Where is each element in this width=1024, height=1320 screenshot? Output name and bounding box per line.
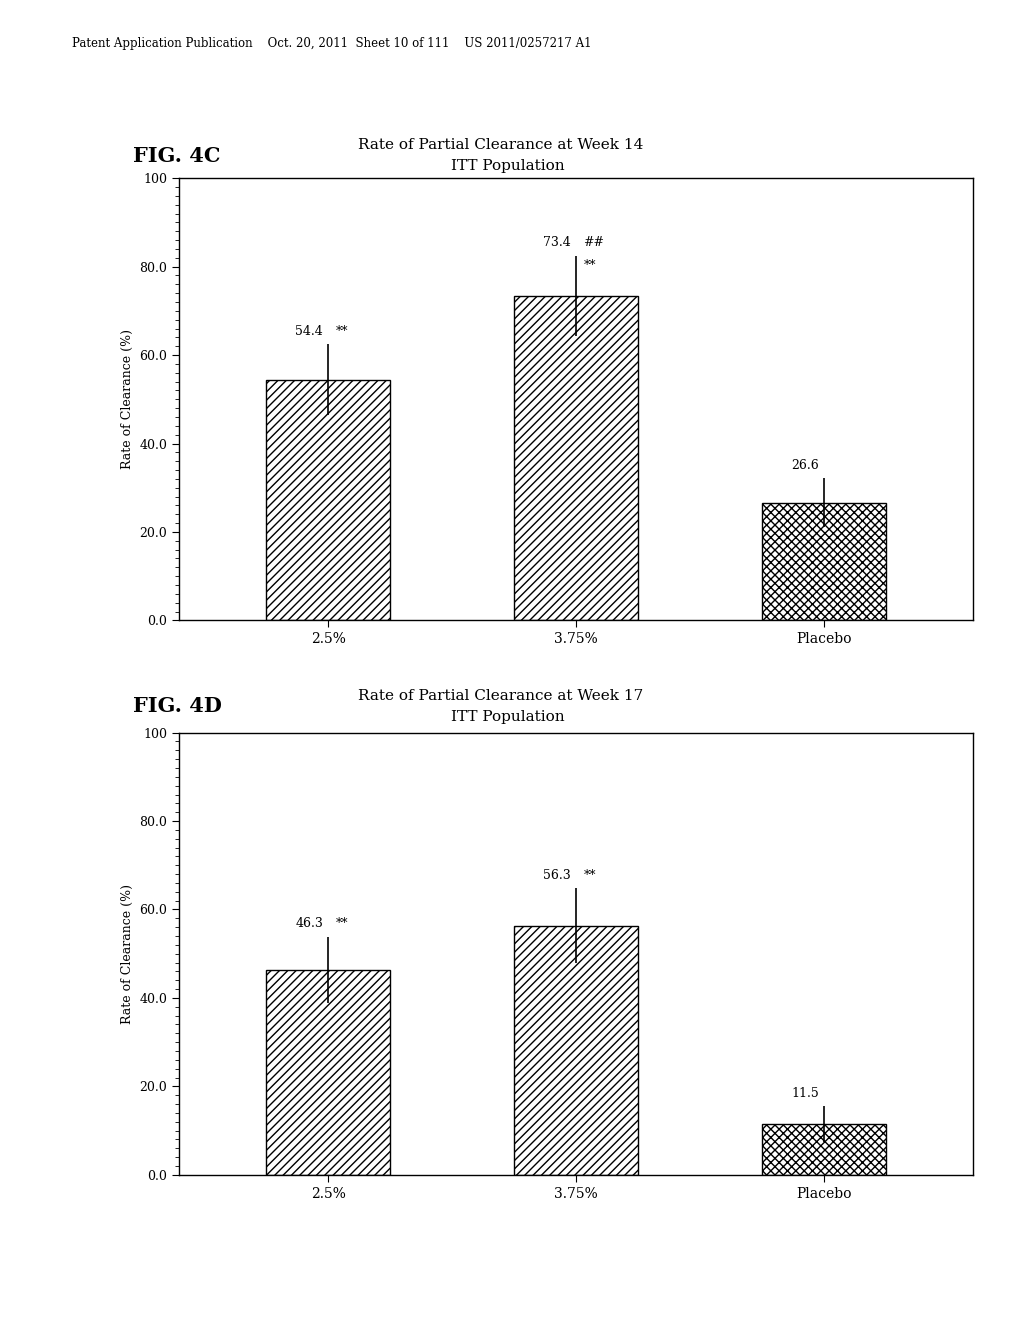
Text: ##: ## xyxy=(584,236,604,249)
Text: **: ** xyxy=(336,325,348,338)
Text: 54.4: 54.4 xyxy=(295,325,323,338)
Text: 56.3: 56.3 xyxy=(544,869,571,882)
Text: Patent Application Publication    Oct. 20, 2011  Sheet 10 of 111    US 2011/0257: Patent Application Publication Oct. 20, … xyxy=(72,37,591,50)
Text: 73.4: 73.4 xyxy=(544,236,571,249)
Text: **: ** xyxy=(584,259,596,272)
Text: Rate of Partial Clearance at Week 14: Rate of Partial Clearance at Week 14 xyxy=(358,139,644,152)
Y-axis label: Rate of Clearance (%): Rate of Clearance (%) xyxy=(121,329,134,470)
Text: 46.3: 46.3 xyxy=(295,917,323,931)
Text: ITT Population: ITT Population xyxy=(451,160,564,173)
Text: ITT Population: ITT Population xyxy=(451,710,564,723)
Text: **: ** xyxy=(584,869,596,882)
Bar xyxy=(514,296,638,620)
Bar xyxy=(762,503,886,620)
Text: 26.6: 26.6 xyxy=(792,459,819,471)
Y-axis label: Rate of Clearance (%): Rate of Clearance (%) xyxy=(121,883,134,1024)
Bar xyxy=(266,970,390,1175)
Text: FIG. 4D: FIG. 4D xyxy=(133,696,222,717)
Text: 11.5: 11.5 xyxy=(792,1086,819,1100)
Bar xyxy=(266,380,390,620)
Bar xyxy=(514,925,638,1175)
Text: Rate of Partial Clearance at Week 17: Rate of Partial Clearance at Week 17 xyxy=(358,689,644,702)
Text: FIG. 4C: FIG. 4C xyxy=(133,145,220,166)
Text: **: ** xyxy=(336,917,348,931)
Bar xyxy=(762,1123,886,1175)
